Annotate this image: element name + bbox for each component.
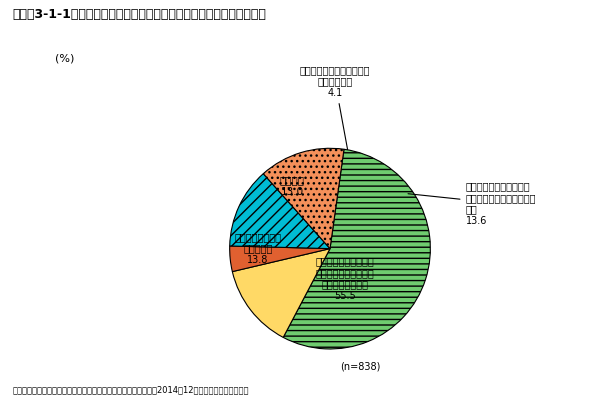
Text: 知っており、制度を利用し
たことがある
4.1: 知っており、制度を利用し たことがある 4.1 [300, 65, 370, 150]
Text: 知ってはいるが、
関心はない
13.8: 知ってはいるが、 関心はない 13.8 [235, 232, 281, 265]
Text: 知らない
13.0: 知らない 13.0 [279, 175, 305, 197]
Text: コラム3-1-1図　商工会・商工会議所の地域団体商標制度に対する認識: コラム3-1-1図 商工会・商工会議所の地域団体商標制度に対する認識 [12, 8, 266, 21]
Text: (%): (%) [55, 53, 75, 63]
Wedge shape [230, 174, 330, 249]
Wedge shape [230, 246, 330, 272]
Text: 知っており、関心がある
（制度の利用も検討してい
る）
13.6: 知っており、関心がある （制度の利用も検討してい る） 13.6 [408, 181, 536, 226]
Wedge shape [232, 249, 330, 337]
Wedge shape [263, 148, 344, 249]
Wedge shape [283, 149, 430, 349]
Text: (n=838): (n=838) [340, 362, 381, 372]
Text: 知っており、関心があ
る（制度の利用までは
検討していない）
55.5: 知っており、関心があ る（制度の利用までは 検討していない） 55.5 [316, 256, 375, 301]
Text: 資料：中小企業庁委託「地域中小企業への支援に関する調査」（2014年12月、ランドブレイン㈱）: 資料：中小企業庁委託「地域中小企業への支援に関する調査」（2014年12月、ラン… [12, 386, 249, 395]
